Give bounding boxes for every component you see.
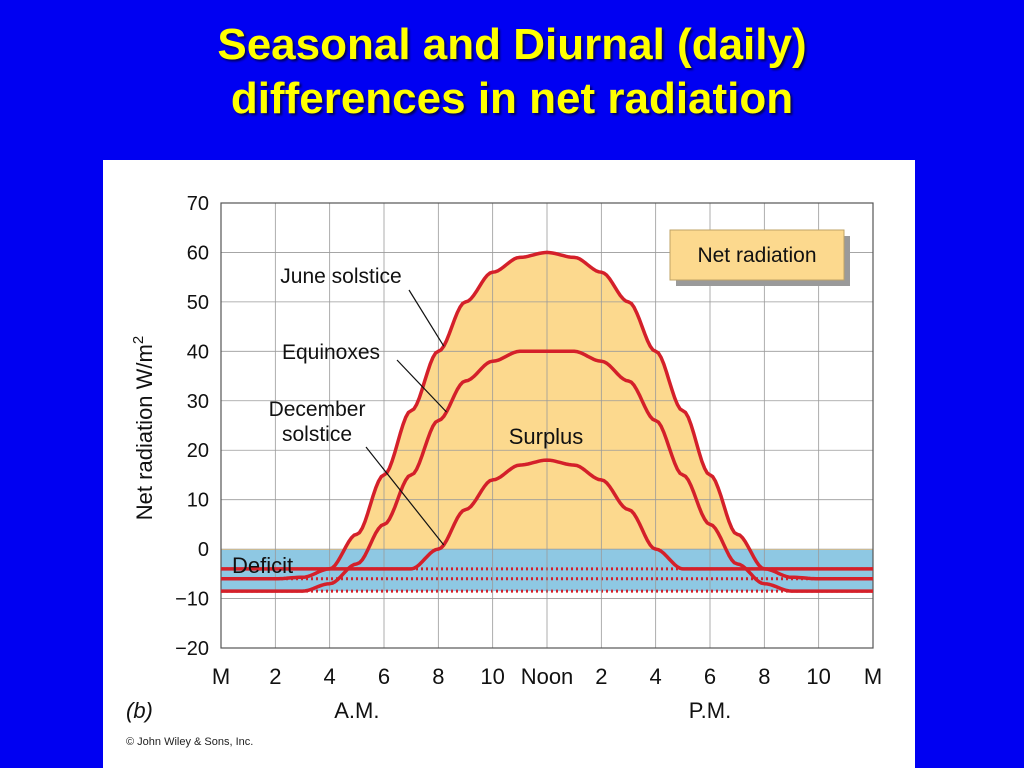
equinoxes-curve — [221, 349, 873, 593]
y-tick-label: 30 — [187, 391, 209, 413]
y-tick-label: −20 — [175, 638, 209, 660]
x-period-label: P.M. — [689, 698, 731, 723]
y-tick-label: 0 — [198, 539, 209, 561]
slide-title-line-1: Seasonal and Diurnal (daily) — [217, 20, 807, 69]
series-label-june-solstice: June solstice — [280, 265, 401, 288]
series-label-equinoxes: Equinoxes — [282, 341, 380, 364]
y-tick-label: 40 — [187, 341, 209, 363]
x-tick-label: 2 — [595, 664, 607, 689]
x-tick-label: 4 — [650, 664, 662, 689]
legend: Net radiation — [669, 229, 850, 286]
plot-frame — [220, 202, 874, 649]
leader-lines — [365, 289, 447, 546]
curve-layer — [221, 250, 873, 593]
december-solstice-curve — [221, 458, 873, 571]
x-tick-label: 6 — [704, 664, 716, 689]
x-tick-label: 2 — [269, 664, 281, 689]
copyright-text: © John Wiley & Sons, Inc. — [126, 736, 253, 748]
x-period-label: A.M. — [334, 698, 379, 723]
leader-line-2 — [365, 446, 445, 546]
y-tick-label: 70 — [187, 193, 209, 215]
x-tick-label: 8 — [432, 664, 444, 689]
y-tick-label: 10 — [187, 490, 209, 512]
surplus-label: Surplus — [509, 424, 584, 449]
x-tick-label: 10 — [480, 664, 504, 689]
x-tick-label: 6 — [378, 664, 390, 689]
slide-title-line-2: differences in net radiation — [230, 74, 794, 123]
panel-label: (b) — [126, 698, 153, 723]
y-axis-label: Net radiation W/m2 — [130, 336, 157, 520]
x-tick-label: 10 — [806, 664, 830, 689]
leader-line-0 — [408, 289, 445, 347]
legend-label: Net radiation — [697, 244, 816, 267]
y-tick-label: 50 — [187, 292, 209, 314]
x-tick-label: M — [864, 664, 882, 689]
x-tick-label: M — [212, 664, 230, 689]
y-tick-label: 60 — [187, 242, 209, 264]
y-tick-label: −10 — [175, 589, 209, 611]
x-tick-label: 4 — [324, 664, 336, 689]
series-label-december-solstice: December solstice — [269, 398, 366, 446]
x-tick-label: 8 — [758, 664, 770, 689]
y-tick-label: 20 — [187, 440, 209, 462]
deficit-label: Deficit — [232, 553, 293, 578]
x-tick-label: Noon — [521, 664, 574, 689]
leader-line-1 — [396, 359, 447, 413]
legend-box — [669, 229, 845, 281]
slide-title: Seasonal and Diurnal (daily) differences… — [0, 18, 1024, 126]
